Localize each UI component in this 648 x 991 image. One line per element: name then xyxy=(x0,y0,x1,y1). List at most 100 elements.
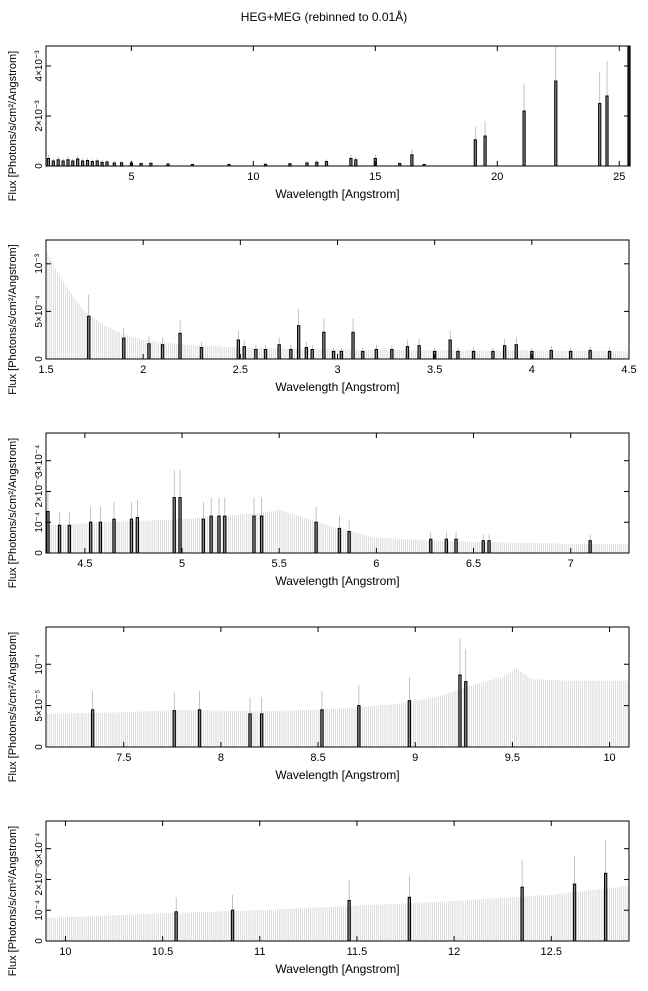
data-bar xyxy=(178,332,182,360)
data-bar xyxy=(95,160,99,167)
chart-panel-4: 7.5 8 8.5 9 9.5 10 0 5×10⁻⁵ 10⁻⁴ Wavelength [Angs… xyxy=(7,626,630,782)
background-model-5 xyxy=(45,885,630,941)
x-axis-label: Wavelength [Angstrom] xyxy=(275,574,399,588)
y-tick-label: 5×10⁻⁴ xyxy=(34,295,45,327)
chart-panel-1: 5 10 15 20 25 0 2×10⁻³ 4×10⁻³ Wavelength [Angstr… xyxy=(7,45,631,201)
y-tick-label: 0 xyxy=(34,356,45,362)
data-bar xyxy=(337,527,342,554)
data-bar xyxy=(520,886,524,942)
y-tick-label: 4×10⁻³ xyxy=(34,50,45,82)
data-bar xyxy=(598,103,602,167)
data-bar xyxy=(471,350,476,360)
data-bar xyxy=(314,521,318,554)
y-tick-label: 2×10⁻⁴ xyxy=(34,863,45,895)
y-tick-label: 0 xyxy=(34,744,45,750)
axes-frame xyxy=(45,820,630,942)
data-bar xyxy=(514,344,518,360)
y-axis-label: Flux [Photons/s/cm²/Angstrom] xyxy=(7,632,19,782)
data-bar xyxy=(374,349,379,360)
x-tick-label: 11 xyxy=(254,946,265,958)
data-bar xyxy=(554,80,558,167)
data-bar xyxy=(549,349,553,360)
data-bar xyxy=(242,346,246,360)
data-bar xyxy=(254,349,258,360)
x-tick-label: 6.5 xyxy=(466,558,481,570)
data-bar xyxy=(289,349,293,360)
axes-frame xyxy=(45,432,630,554)
data-bar xyxy=(454,538,458,554)
data-bar xyxy=(405,346,410,360)
y-axis-label: Flux [Photons/s/cm²/Angstrom] xyxy=(7,826,19,976)
data-bar xyxy=(147,343,151,360)
y-tick-label: 3×10⁻⁴ xyxy=(34,833,45,865)
x-axis-label: Wavelength [Angstrom] xyxy=(275,962,399,976)
x-tick-label: 10.5 xyxy=(152,946,173,958)
data-bar xyxy=(458,674,462,748)
data-bar xyxy=(56,159,60,167)
y-tick-label: 2×10⁻³ xyxy=(34,100,45,132)
data-bar xyxy=(503,345,507,360)
x-tick-label: 3.5 xyxy=(427,364,442,376)
data-bar xyxy=(89,521,93,554)
data-bar xyxy=(160,344,165,360)
data-bar xyxy=(105,161,109,167)
data-bar xyxy=(174,911,178,942)
data-bar xyxy=(473,139,477,167)
x-axis-label: Wavelength [Angstrom] xyxy=(275,768,399,782)
background-model-3 xyxy=(45,509,630,553)
y-tick-label: 5×10⁻⁵ xyxy=(34,690,45,722)
data-bar xyxy=(572,883,577,942)
data-bar xyxy=(51,160,55,167)
x-tick-label: 6 xyxy=(373,558,379,570)
x-tick-label: 10 xyxy=(603,752,615,764)
data-bar xyxy=(588,349,592,360)
data-bar xyxy=(260,515,264,554)
data-bar xyxy=(320,709,324,748)
data-bar xyxy=(347,531,351,554)
data-bar xyxy=(71,160,75,167)
data-bar xyxy=(310,349,314,360)
axes-frame xyxy=(45,45,630,167)
data-bar xyxy=(410,154,414,167)
data-bar xyxy=(90,161,94,167)
x-axis-label: Wavelength [Angstrom] xyxy=(275,380,399,394)
data-bar xyxy=(263,349,268,360)
data-bar xyxy=(277,344,281,360)
data-bar xyxy=(260,713,264,748)
data-bar xyxy=(236,339,240,360)
data-bar xyxy=(297,325,301,360)
data-bar xyxy=(483,135,487,167)
data-bar xyxy=(61,160,65,167)
data-bar xyxy=(607,350,612,360)
data-bar xyxy=(87,315,91,360)
data-bar xyxy=(135,517,139,554)
data-bar xyxy=(112,518,116,554)
x-tick-label: 9.5 xyxy=(505,752,520,764)
data-bar xyxy=(223,515,227,554)
y-tick-label: 0 xyxy=(34,938,45,944)
data-bar xyxy=(57,524,62,554)
data-bar xyxy=(304,347,309,360)
data-bar xyxy=(347,899,351,942)
x-tick-label: 7.5 xyxy=(116,752,131,764)
x-tick-label: 9 xyxy=(412,752,418,764)
data-bar xyxy=(456,350,460,360)
chart-panel-5: 10 10.5 11 11.5 12 12.5 0 10⁻⁴ 2×10⁻⁴3×10⁻⁴ Wavel… xyxy=(7,820,630,976)
y-axis-label: Flux [Photons/s/cm²/Angstrom] xyxy=(7,244,19,394)
x-tick-label: 5 xyxy=(128,171,134,183)
y-tick-label: 10⁻⁴ xyxy=(34,900,45,921)
data-bar xyxy=(361,350,365,360)
data-bar xyxy=(339,350,344,360)
data-bar xyxy=(201,518,205,554)
data-bar xyxy=(444,538,449,554)
y-tick-label: 0 xyxy=(34,550,45,556)
x-tick-label: 4.5 xyxy=(77,558,92,570)
data-bar xyxy=(230,909,235,942)
x-tick-label: 4.5 xyxy=(621,364,636,376)
data-bar xyxy=(604,872,608,942)
data-bar xyxy=(354,159,358,167)
figure-title: HEG+MEG (rebinned to 0.01Å) xyxy=(240,10,408,24)
data-bar xyxy=(209,515,213,554)
data-bar xyxy=(417,345,421,360)
